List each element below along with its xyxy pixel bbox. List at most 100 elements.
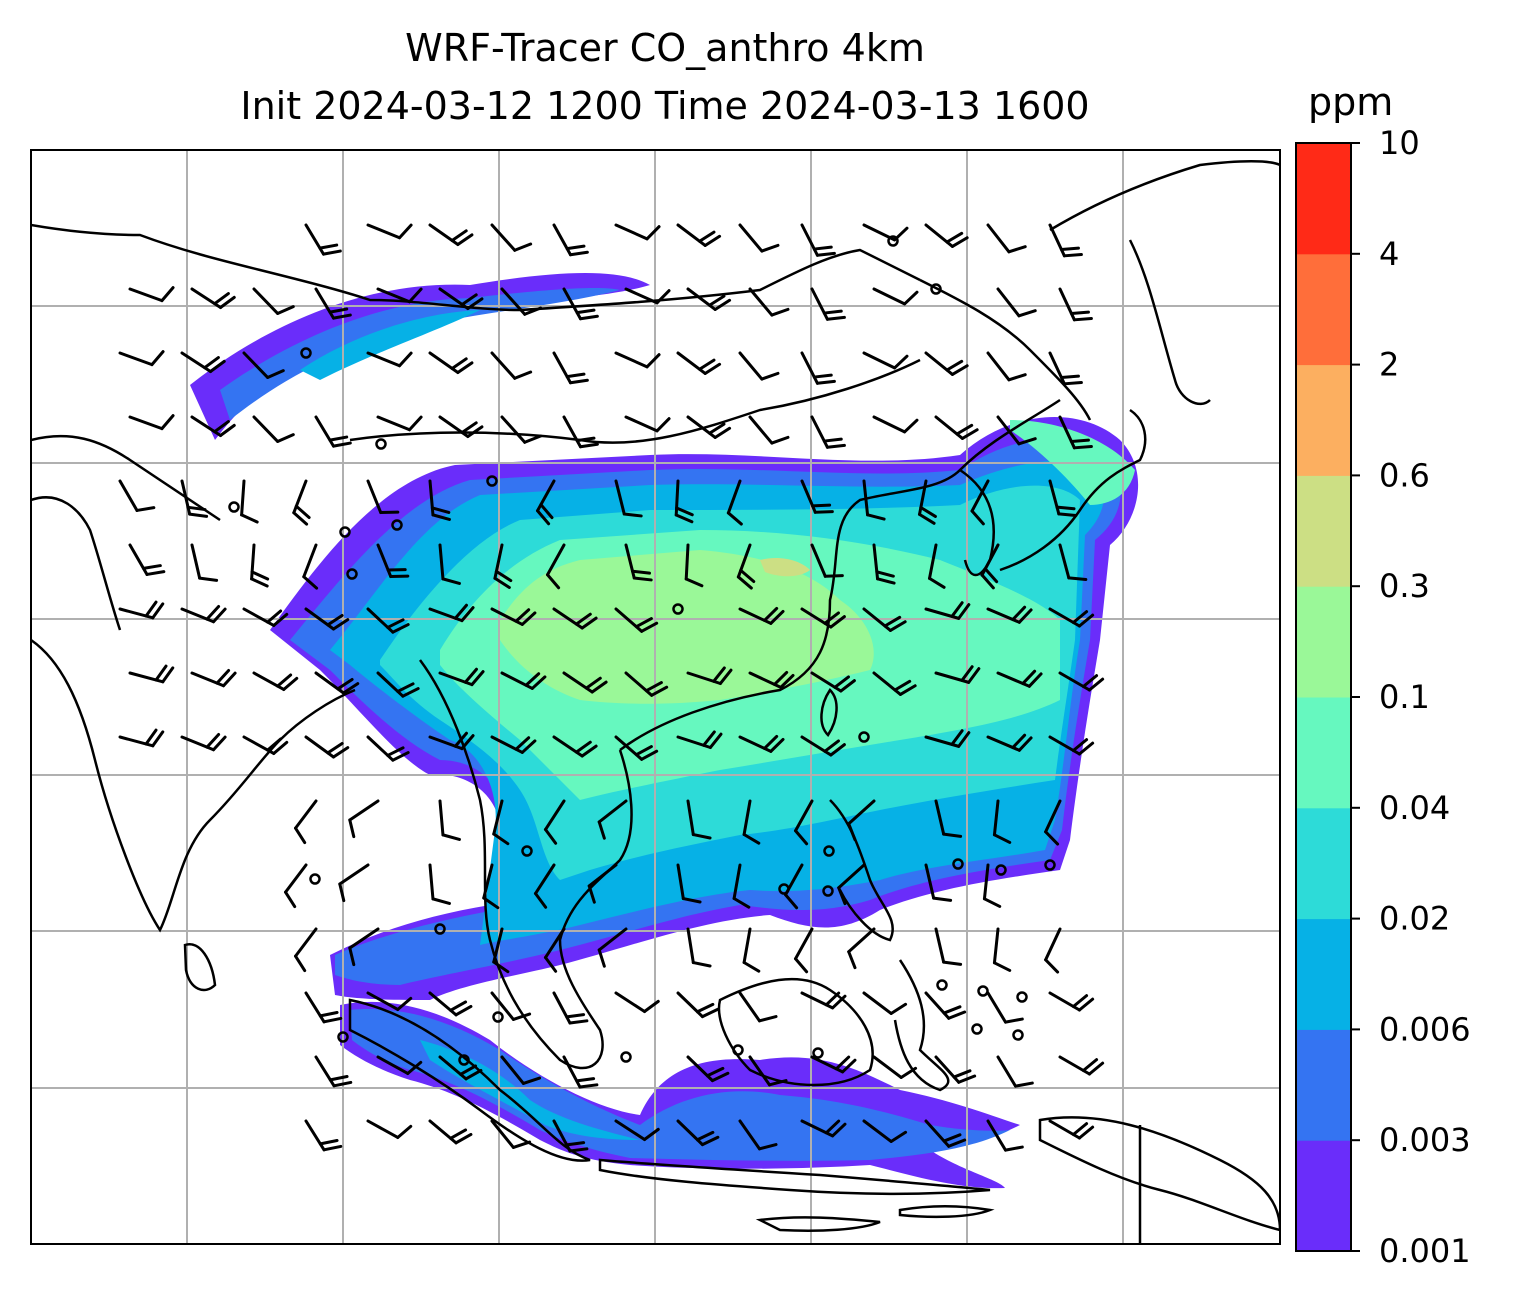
wind-barb: [738, 351, 780, 381]
wind-barb: [862, 479, 886, 521]
wind-barb: [686, 927, 712, 968]
wind-barb: [348, 799, 380, 839]
wind-barb: [180, 351, 226, 374]
wind-barb: [304, 1119, 343, 1152]
coastline-segment: [183, 942, 217, 992]
wind-barb: [552, 991, 589, 1025]
wind-barb: [614, 991, 660, 1014]
coastline-segment: [1038, 1116, 1280, 1232]
wind-barb: [490, 351, 533, 380]
wind-barb: [118, 600, 165, 620]
wind-barb: [304, 735, 350, 759]
wind-barb: [676, 991, 720, 1019]
colorbar-segment: [1296, 1029, 1351, 1141]
wind-barb: [748, 415, 790, 445]
wind-barb: [684, 543, 704, 588]
wind-barb: [304, 991, 343, 1024]
concentration-contour: [300, 310, 480, 380]
wind-barb: [304, 223, 342, 256]
coastline-segment: [898, 1205, 995, 1219]
colorbar-segment: [1296, 807, 1351, 920]
colorbar-tick-label: 0.001: [1379, 1232, 1471, 1270]
wind-barb: [438, 287, 484, 311]
calm-wind-marker: [391, 519, 403, 531]
calm-wind-marker: [952, 858, 964, 870]
wind-barb: [304, 607, 350, 631]
wind-barb: [552, 607, 598, 630]
wind-barb: [992, 927, 1012, 972]
wind-barb: [348, 927, 380, 967]
coastline-segment: [31, 434, 221, 522]
wind-barb: [872, 287, 919, 306]
wind-barb: [918, 479, 937, 525]
wind-barb: [986, 351, 1027, 382]
wind-barb: [686, 415, 732, 439]
calm-wind-marker: [458, 1054, 470, 1066]
calm-wind-marker: [337, 1031, 349, 1043]
colorbar-tick-label: 10: [1379, 124, 1420, 162]
wind-barb: [742, 927, 761, 973]
wind-barb: [794, 799, 814, 846]
wind-barb: [1044, 927, 1062, 974]
wind-barb: [366, 223, 413, 240]
colorbar-segment: [1296, 143, 1351, 255]
wind-barb: [810, 671, 856, 693]
wind-barb: [1048, 607, 1095, 628]
wind-barb: [676, 1119, 720, 1147]
coastline-segment: [755, 1216, 881, 1232]
wind-barb: [748, 1055, 788, 1087]
wind-barb: [314, 287, 352, 320]
wind-barb: [314, 671, 360, 695]
wind-barb: [482, 863, 500, 910]
wind-barb: [676, 730, 723, 750]
coastline-segment: [348, 998, 591, 1162]
calm-wind-marker: [492, 1011, 504, 1023]
wind-barb: [366, 479, 400, 515]
wind-barb: [614, 223, 661, 241]
wind-barb: [686, 666, 733, 686]
wind-barb: [732, 863, 751, 909]
wind-barb: [428, 991, 473, 1017]
concentration-contour: [760, 558, 810, 577]
wind-barb: [366, 735, 410, 762]
wind-barb: [438, 667, 485, 687]
wind-barb: [614, 351, 661, 369]
calm-wind-marker: [375, 438, 387, 450]
coastline-segment: [619, 398, 1061, 752]
wind-barb: [500, 287, 543, 316]
wind-barb: [543, 927, 566, 973]
wind-barb: [810, 287, 846, 321]
colorbar-segment: [1296, 697, 1351, 809]
colorbar-tick-label: 0.003: [1379, 1121, 1471, 1159]
wind-barb: [597, 799, 628, 840]
wind-barb: [428, 1119, 473, 1145]
wind-barb: [366, 991, 413, 1011]
wind-barb: [428, 603, 475, 623]
colorbar-tick-label: 0.1: [1379, 678, 1430, 716]
calm-wind-marker: [339, 526, 351, 538]
calm-wind-marker: [1012, 1029, 1024, 1041]
wind-barb: [490, 607, 537, 626]
wind-barb: [180, 479, 209, 518]
wind-barb: [190, 669, 237, 688]
wind-barb: [128, 543, 166, 576]
wind-barb: [934, 799, 963, 838]
wind-barb: [438, 543, 461, 585]
calm-wind-marker: [486, 475, 498, 487]
wind-barb: [742, 799, 761, 845]
wind-barb: [676, 863, 702, 904]
wind-barb: [376, 1055, 423, 1075]
wind-barb: [736, 543, 756, 590]
wind-barb: [1048, 351, 1083, 386]
wind-barb: [738, 223, 780, 253]
wind-barb: [624, 415, 671, 433]
coastline-segment: [820, 688, 838, 737]
wind-barb: [800, 1119, 847, 1138]
wind-barb: [614, 607, 659, 633]
wind-barb: [800, 351, 836, 385]
wind-barb: [800, 479, 834, 514]
wind-barb: [292, 479, 311, 526]
wind-barb: [242, 351, 285, 379]
wind-barbs: [118, 223, 1105, 1153]
wind-barb: [982, 863, 1002, 908]
